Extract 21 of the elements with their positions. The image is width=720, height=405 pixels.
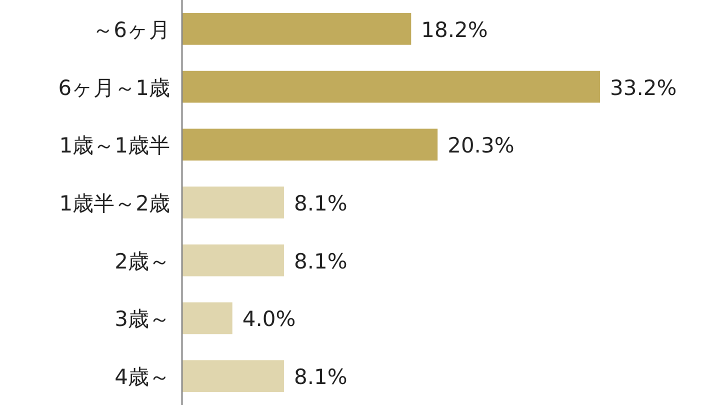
data-label: 20.3% bbox=[448, 134, 514, 158]
data-label: 4.0% bbox=[242, 307, 296, 332]
data-label: 8.1% bbox=[294, 192, 348, 216]
y-tick-label: 3歳～ bbox=[114, 307, 170, 332]
y-tick-label: 6ヶ月～1歳 bbox=[58, 76, 170, 100]
bar bbox=[182, 128, 438, 161]
bar bbox=[182, 186, 284, 218]
bar bbox=[182, 360, 284, 392]
y-tick-label: 1歳～1歳半 bbox=[59, 134, 170, 158]
data-label: 18.2% bbox=[421, 18, 488, 42]
bar bbox=[182, 13, 412, 45]
bar bbox=[182, 302, 232, 334]
y-tick-label: ～6ヶ月 bbox=[92, 18, 170, 42]
data-label: 8.1% bbox=[294, 249, 348, 274]
bar bbox=[182, 244, 284, 276]
y-tick-label: 4歳～ bbox=[114, 365, 170, 390]
y-tick-label: 1歳半～2歳 bbox=[59, 192, 170, 216]
y-tick-label: 2歳～ bbox=[114, 249, 170, 274]
data-label: 8.1% bbox=[294, 365, 348, 390]
bar bbox=[182, 70, 600, 103]
data-label: 33.2% bbox=[610, 76, 677, 100]
